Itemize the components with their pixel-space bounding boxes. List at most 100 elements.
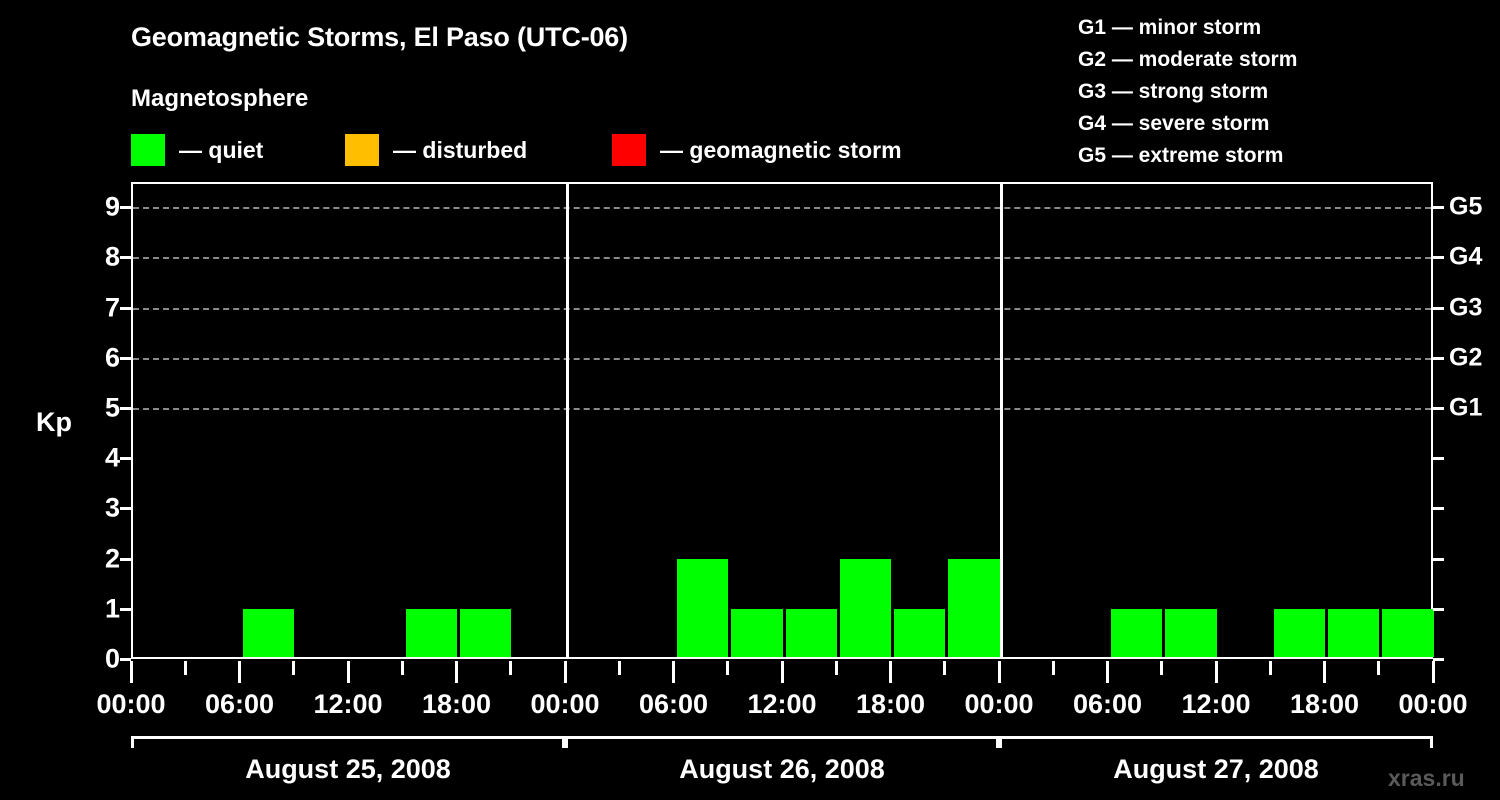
x-tick-label-8: 00:00 (964, 689, 1034, 719)
y-tick-mark-left-2 (120, 557, 131, 561)
x-tick-13 (834, 661, 838, 675)
y-axis-title: Kp (36, 407, 72, 437)
y-tick-mark-left-8 (120, 256, 131, 260)
legend-heading: Magnetosphere (131, 85, 309, 112)
x-tick-22 (1323, 661, 1326, 683)
x-tick-label-3: 18:00 (421, 689, 492, 719)
x-tick-24 (1431, 661, 1435, 683)
y-tick-label-6: 6 (104, 342, 120, 373)
kp-bar (1273, 608, 1325, 657)
g-scale-line-5: G5 — extreme storm (1078, 144, 1284, 167)
y-tick-mark-right-6 (1433, 356, 1444, 360)
gridline-kp-7 (133, 307, 1431, 310)
kp-bar (839, 558, 891, 657)
quiet-swatch (131, 134, 165, 166)
y-tick-mark-right-0 (1433, 658, 1444, 661)
kp-bar (677, 558, 729, 657)
watermark: xras.ru (1388, 765, 1465, 791)
y-tick-mark-right-8 (1433, 256, 1444, 260)
gridline-kp-9 (133, 207, 1431, 210)
x-tick-3 (292, 661, 296, 675)
g-scale-line-4: G4 — severe storm (1078, 112, 1270, 135)
x-tick-21 (1268, 661, 1272, 675)
kp-bar (1328, 608, 1380, 657)
x-tick-20 (1214, 661, 1218, 683)
day-divider-1 (565, 184, 569, 657)
x-tick-7 (509, 661, 513, 675)
kp-bar (785, 608, 837, 657)
g-axis-label-G3: G3 (1449, 293, 1483, 322)
kp-bar (243, 608, 295, 657)
legend-item-2: — geomagnetic storm (612, 133, 902, 167)
g-axis-label-G1: G1 (1449, 393, 1483, 422)
plot-area (131, 182, 1434, 659)
page-title: Geomagnetic Storms, El Paso (UTC-06) (131, 22, 628, 52)
legend-label: — disturbed (393, 136, 528, 163)
kp-bar (731, 608, 783, 657)
y-tick-mark-right-9 (1433, 206, 1444, 210)
x-tick-19 (1160, 661, 1164, 675)
x-tick-18 (1106, 661, 1109, 683)
y-tick-mark-right-2 (1433, 557, 1444, 561)
g-scale-line-3: G3 — strong storm (1078, 80, 1269, 103)
x-tick-6 (455, 661, 458, 683)
kp-bar (460, 608, 512, 657)
y-tick-label-3: 3 (104, 492, 120, 523)
y-tick-label-0: 0 (104, 643, 120, 674)
day-label-2: August 26, 2008 (679, 754, 885, 784)
kp-bar (1382, 608, 1434, 657)
day-divider-2 (999, 184, 1003, 657)
y-tick-label-2: 2 (104, 543, 120, 574)
x-tick-17 (1051, 661, 1055, 675)
gridline-kp-5 (133, 407, 1431, 410)
legend-label: — geomagnetic storm (660, 136, 902, 163)
x-tick-10 (672, 661, 675, 683)
x-tick-label-2: 12:00 (313, 689, 383, 719)
y-tick-mark-left-1 (120, 607, 131, 611)
y-tick-mark-right-7 (1433, 306, 1444, 310)
g-axis-label-G5: G5 (1449, 192, 1483, 221)
y-tick-label-1: 1 (104, 593, 120, 624)
x-tick-16 (997, 661, 1001, 683)
y-tick-label-5: 5 (104, 392, 120, 423)
x-tick-label-7: 18:00 (855, 689, 926, 719)
kp-bar (1165, 608, 1217, 657)
x-tick-label-11: 18:00 (1289, 689, 1360, 719)
g-axis-label-G2: G2 (1449, 343, 1483, 372)
y-tick-mark-right-1 (1433, 607, 1444, 611)
storm-swatch (612, 134, 646, 166)
x-tick-9 (617, 661, 621, 675)
kp-bar (405, 608, 457, 657)
kp-bar (1111, 608, 1163, 657)
day-bracket-1 (131, 736, 565, 748)
y-tick-mark-left-6 (120, 356, 131, 360)
y-tick-mark-left-4 (120, 457, 131, 461)
x-tick-11 (726, 661, 730, 675)
day-label-1: August 25, 2008 (245, 754, 451, 784)
y-tick-mark-right-4 (1433, 457, 1444, 461)
y-tick-mark-left-9 (120, 206, 131, 210)
legend-label: — quiet (179, 136, 264, 163)
x-tick-label-6: 12:00 (747, 689, 817, 719)
y-tick-mark-right-5 (1433, 406, 1444, 410)
y-tick-label-4: 4 (104, 442, 120, 473)
y-tick-mark-left-7 (120, 306, 131, 310)
x-tick-5 (400, 661, 404, 675)
x-tick-label-12: 00:00 (1398, 689, 1468, 719)
kp-bar (894, 608, 946, 657)
x-tick-1 (183, 661, 187, 675)
x-tick-15 (943, 661, 947, 675)
y-tick-mark-left-5 (120, 406, 131, 410)
g-scale-line-2: G2 — moderate storm (1078, 48, 1298, 71)
legend-item-1: — disturbed (345, 133, 527, 167)
x-tick-0 (129, 661, 133, 683)
day-bracket-2 (565, 736, 999, 748)
y-tick-label-7: 7 (104, 292, 120, 323)
x-tick-label-5: 06:00 (638, 689, 709, 719)
x-tick-2 (238, 661, 241, 683)
g-scale-legend: G1 — minor storm G2 — moderate storm G3 — … (1078, 12, 1297, 172)
y-tick-mark-right-3 (1433, 507, 1444, 511)
legend-item-0: — quiet (131, 133, 263, 167)
x-tick-8 (563, 661, 567, 683)
